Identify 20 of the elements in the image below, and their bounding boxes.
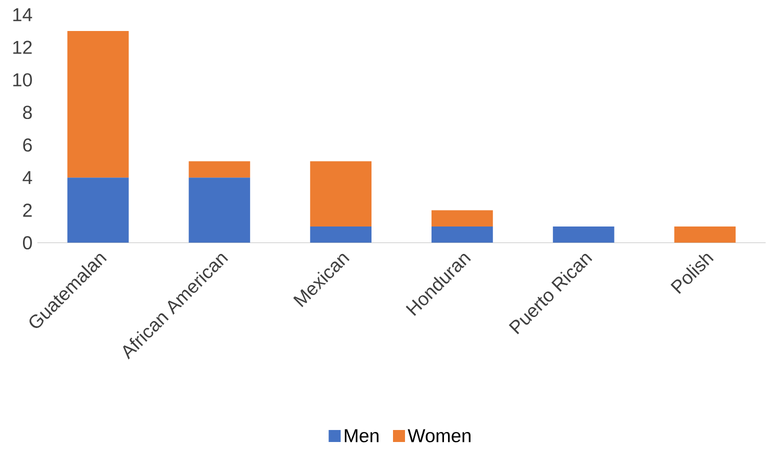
bar — [188, 178, 250, 243]
y-tick-label: 14 — [13, 8, 32, 22]
bar — [67, 178, 129, 243]
bar — [674, 226, 736, 243]
y-tick-label: 2 — [23, 204, 32, 217]
y-tick-label: 12 — [13, 40, 32, 54]
bar — [432, 210, 493, 227]
legend-label: Women — [408, 429, 470, 442]
y-tick-label: 10 — [13, 73, 32, 87]
y-tick-label: 0 — [22, 236, 32, 250]
bar — [552, 226, 614, 243]
y-tick-label: 6 — [23, 138, 32, 152]
bar — [310, 226, 372, 243]
bar — [310, 161, 372, 227]
y-tick-label: 8 — [23, 106, 32, 120]
y-tick-label: 4 — [22, 171, 32, 184]
legend-label: Men — [344, 429, 378, 442]
bar — [432, 226, 493, 243]
bar — [67, 31, 129, 178]
bar — [188, 161, 250, 178]
